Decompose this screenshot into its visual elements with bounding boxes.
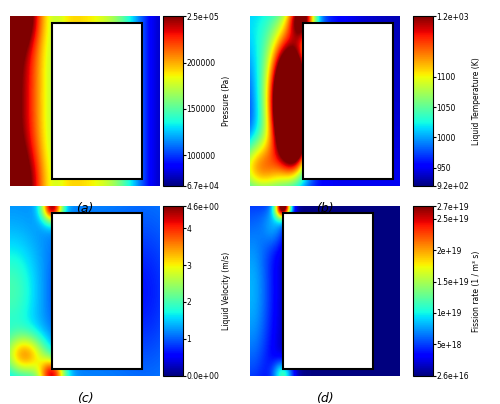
- Bar: [52, 23, 142, 179]
- Text: (a): (a): [76, 202, 94, 215]
- Y-axis label: Liquid Temperature (K): Liquid Temperature (K): [472, 57, 481, 145]
- Text: (d): (d): [316, 392, 334, 404]
- Y-axis label: Fission rate (1 / m³ s): Fission rate (1 / m³ s): [472, 250, 481, 332]
- Bar: [283, 213, 373, 369]
- Bar: [302, 23, 392, 179]
- Text: (b): (b): [316, 202, 334, 215]
- Y-axis label: Pressure (Pa): Pressure (Pa): [222, 76, 232, 126]
- Bar: [52, 213, 142, 369]
- Y-axis label: Liquid Velocity (m/s): Liquid Velocity (m/s): [222, 252, 232, 330]
- Text: (c): (c): [76, 392, 94, 404]
